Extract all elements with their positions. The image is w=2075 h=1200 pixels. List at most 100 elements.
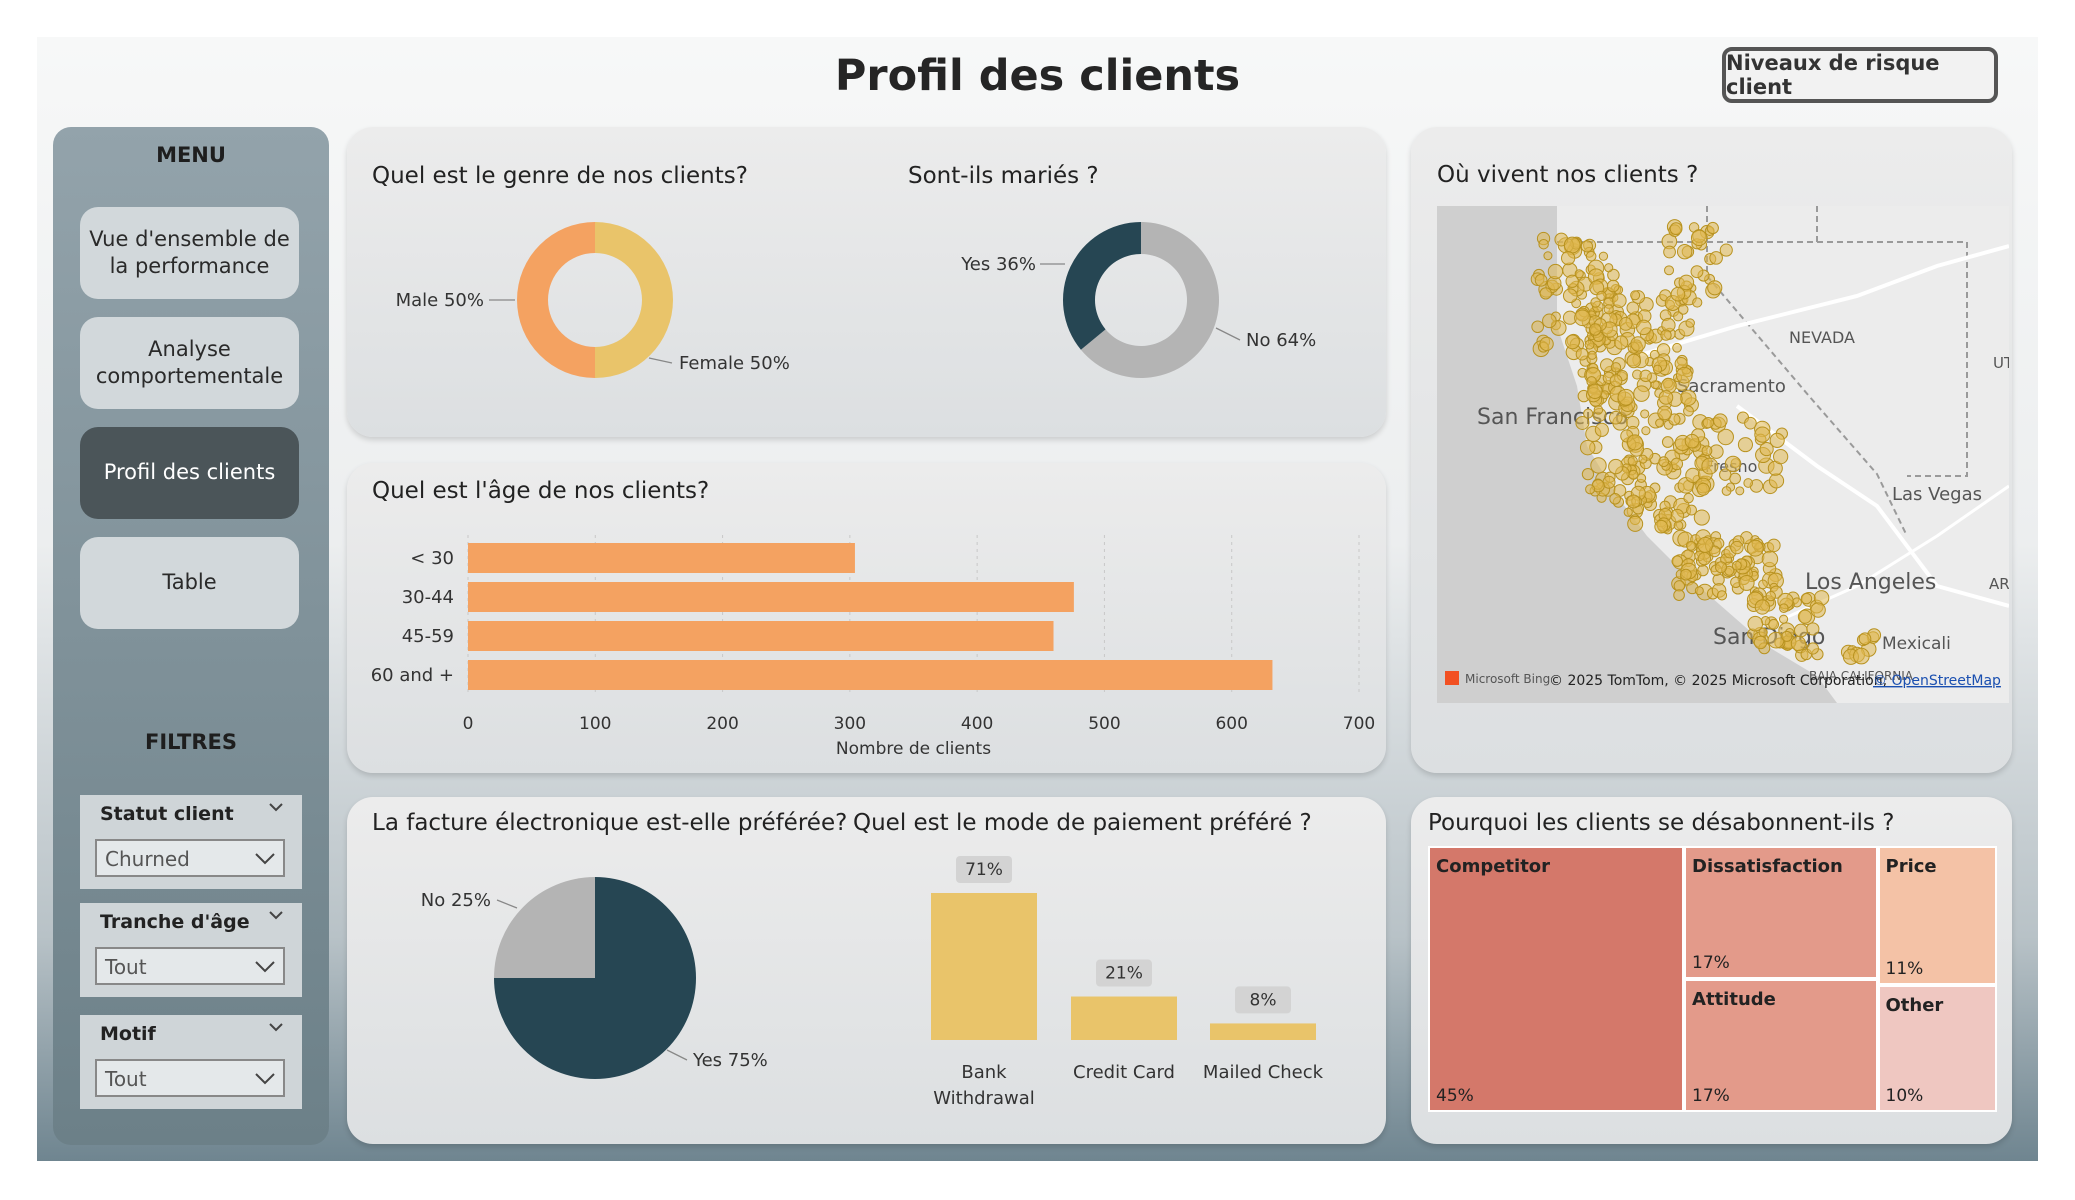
map-point <box>1587 383 1603 399</box>
map-point <box>1638 454 1648 464</box>
nav-behavioral-analysis[interactable]: Analyse comportementale <box>80 317 299 409</box>
chevron-down-icon[interactable] <box>268 909 284 921</box>
nav-customer-profile[interactable]: Profil des clients <box>80 427 299 519</box>
map-point <box>1769 432 1785 448</box>
map-place-label: BAJA CALIFORNIA <box>1809 669 1914 683</box>
select-value: Churned <box>105 847 190 871</box>
sidebar: MENU Vue d'ensemble de la performance An… <box>53 127 329 1145</box>
state-border <box>1557 241 1968 477</box>
state-border <box>1706 206 1908 537</box>
customer-status-select[interactable]: Churned <box>95 839 285 877</box>
map-point <box>1565 274 1579 288</box>
map-point <box>1758 579 1768 590</box>
pie-slice-no <box>1080 222 1219 378</box>
map-point <box>1593 405 1604 415</box>
map-point <box>1626 494 1641 509</box>
map-point <box>1773 449 1789 465</box>
map-point <box>1730 540 1744 555</box>
filter-age-range: Tranche d'âge Tout <box>80 903 302 997</box>
map-point <box>1617 388 1635 406</box>
map-point <box>1852 647 1870 665</box>
leader-line <box>648 357 673 364</box>
map-point <box>1581 467 1595 481</box>
risk-levels-button[interactable]: Niveaux de risque client <box>1722 47 1998 103</box>
map-point <box>1743 478 1754 488</box>
y-tick-label: 30-44 <box>402 587 454 608</box>
nav-performance-overview[interactable]: Vue d'ensemble de la performance <box>80 207 299 299</box>
treemap-tile-competitor[interactable]: Competitor 45% <box>1428 846 1685 1112</box>
treemap-tile-attitude[interactable]: Attitude 17% <box>1684 979 1878 1112</box>
map-point <box>1579 439 1596 456</box>
chevron-down-icon[interactable] <box>268 1021 284 1033</box>
map-point <box>1781 630 1793 642</box>
treemap-tile-other[interactable]: Other 10% <box>1877 985 1997 1112</box>
map-point <box>1685 318 1695 328</box>
data-label-badge <box>1096 959 1152 987</box>
chevron-down-icon[interactable] <box>268 801 284 813</box>
treemap-tile-dissatisfaction[interactable]: Dissatisfaction 17% <box>1684 846 1878 979</box>
map-point <box>1719 468 1732 481</box>
slice-label: Yes 75% <box>692 1050 768 1071</box>
chevron-down-icon <box>255 1073 275 1085</box>
map-point <box>1797 609 1812 624</box>
map-point <box>1668 413 1681 426</box>
bar <box>468 660 1273 690</box>
treemap-tile-price[interactable]: Price 11% <box>1877 846 1997 986</box>
bar <box>1210 1023 1316 1040</box>
map-point <box>1539 336 1554 352</box>
map-point <box>1716 590 1728 601</box>
map-point <box>1608 410 1623 425</box>
map-point <box>1609 374 1623 387</box>
map-point <box>1543 251 1553 261</box>
chevron-down-icon <box>255 961 275 973</box>
map-point <box>1574 309 1591 327</box>
x-tick-label: Mailed Check <box>1203 1062 1324 1083</box>
map-point <box>1565 334 1580 350</box>
map-point <box>1810 602 1826 618</box>
map-point <box>1709 251 1723 265</box>
bing-label: Microsoft Bing <box>1465 672 1550 686</box>
map-point <box>1806 622 1820 636</box>
x-tick-label: 100 <box>579 714 611 734</box>
map-point <box>1538 238 1549 250</box>
map-point <box>1626 353 1642 369</box>
nav-table[interactable]: Table <box>80 537 299 629</box>
map-point <box>1690 265 1704 279</box>
map-point <box>1686 504 1697 516</box>
map-point <box>1779 603 1789 613</box>
map-point <box>1590 297 1601 308</box>
payment-bar-chart: 71% Bank Withdrawal 21% Credit Card 8% Mailed … <box>931 856 1324 1109</box>
map-point <box>1806 642 1819 655</box>
churn-reason-treemap: Competitor 45% Dissatisfaction 17% Attitude 1… <box>1428 846 1997 1112</box>
y-tick-label: 45-59 <box>402 626 454 647</box>
map-point <box>1588 323 1602 336</box>
map-point <box>1669 222 1683 236</box>
map-point <box>1713 413 1728 428</box>
map-place-label: NEVADA <box>1789 328 1855 347</box>
map-point <box>1685 540 1696 551</box>
map-place-label: UT <box>1993 354 2009 372</box>
map-point <box>1654 519 1668 534</box>
reason-select[interactable]: Tout <box>95 1059 285 1097</box>
age-range-select[interactable]: Tout <box>95 947 285 985</box>
map-point <box>1657 405 1673 421</box>
map-point <box>1604 263 1614 273</box>
invoice-chart-title: La facture électronique est-elle préféré… <box>372 810 848 836</box>
map-point <box>1744 416 1757 430</box>
osm-link[interactable]: © OpenStreetMap <box>1873 673 2001 689</box>
map-point <box>1675 366 1693 384</box>
map-point <box>1560 250 1576 266</box>
x-tick-label: 200 <box>706 714 738 734</box>
filter-reason: Motif Tout <box>80 1015 302 1109</box>
map-place-label: Los Angeles <box>1805 570 1936 595</box>
filter-label: Motif <box>100 1023 156 1045</box>
map-point <box>1761 550 1779 568</box>
x-tick-label: 0 <box>463 714 474 734</box>
map-point <box>1628 469 1639 480</box>
map-point <box>1626 434 1644 451</box>
map-point <box>1768 618 1780 630</box>
map-point <box>1583 408 1594 419</box>
map-point <box>1800 592 1813 605</box>
invoice-pie-chart: No 25% Yes 75% <box>421 877 768 1079</box>
